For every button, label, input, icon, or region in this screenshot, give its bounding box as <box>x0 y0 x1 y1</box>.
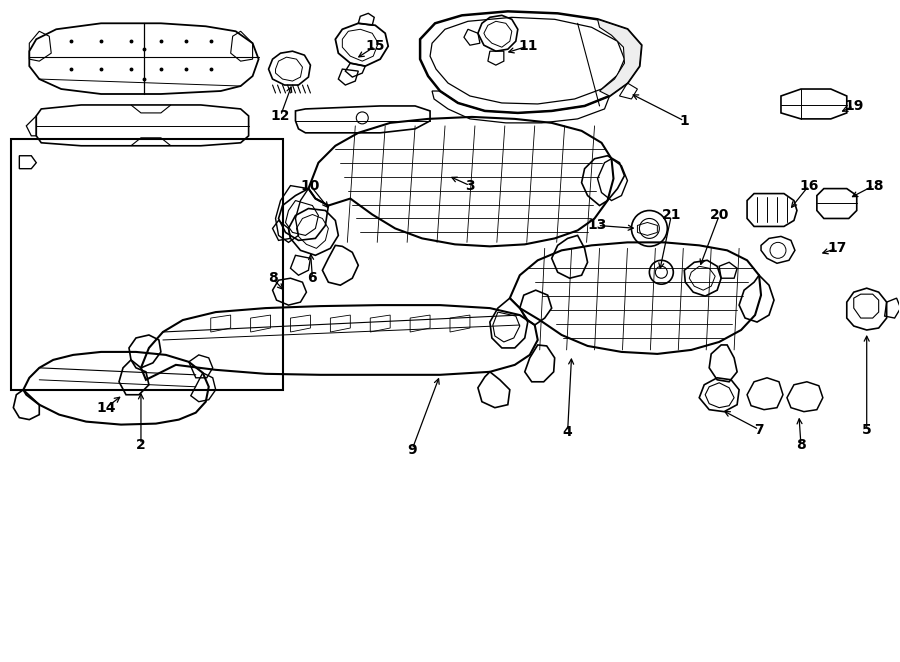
Text: 9: 9 <box>408 442 417 457</box>
Text: 10: 10 <box>301 179 320 193</box>
Text: 13: 13 <box>588 218 608 232</box>
Text: 17: 17 <box>827 242 847 256</box>
Text: 11: 11 <box>518 39 537 53</box>
Text: 5: 5 <box>862 422 871 436</box>
Text: 7: 7 <box>754 422 764 436</box>
Text: 6: 6 <box>308 271 317 285</box>
Text: 12: 12 <box>271 109 291 123</box>
Text: 4: 4 <box>562 424 572 439</box>
Text: 18: 18 <box>864 179 884 193</box>
Text: 2: 2 <box>136 438 146 451</box>
Polygon shape <box>598 19 642 96</box>
Text: 15: 15 <box>365 39 385 53</box>
Text: 14: 14 <box>96 401 116 414</box>
Text: 8: 8 <box>267 271 277 285</box>
Text: 19: 19 <box>844 99 863 113</box>
Text: 21: 21 <box>662 209 681 222</box>
Text: 20: 20 <box>709 209 729 222</box>
Text: 16: 16 <box>799 179 819 193</box>
Bar <box>12 139 283 390</box>
Text: 8: 8 <box>796 438 806 451</box>
Text: 1: 1 <box>680 114 689 128</box>
Text: 3: 3 <box>465 179 475 193</box>
